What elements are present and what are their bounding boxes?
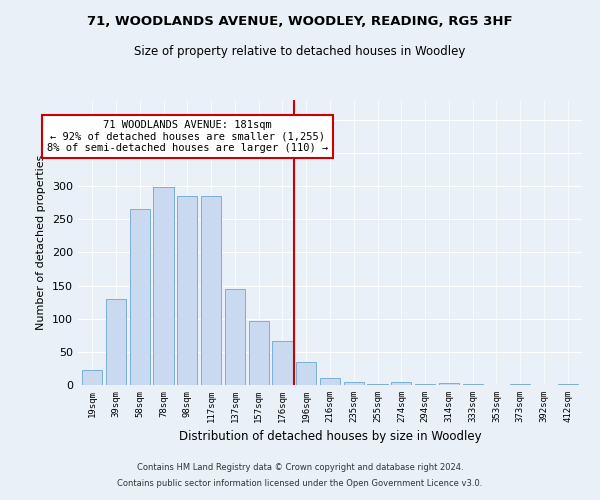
Bar bbox=[439, 383, 459, 385]
Text: 71 WOODLANDS AVENUE: 181sqm
← 92% of detached houses are smaller (1,255)
8% of s: 71 WOODLANDS AVENUE: 181sqm ← 92% of det… bbox=[47, 120, 328, 153]
Bar bbox=[154, 188, 173, 385]
Bar bbox=[415, 384, 435, 385]
Bar bbox=[130, 210, 150, 385]
Bar bbox=[272, 342, 293, 385]
Bar bbox=[557, 384, 578, 385]
Text: 71, WOODLANDS AVENUE, WOODLEY, READING, RG5 3HF: 71, WOODLANDS AVENUE, WOODLEY, READING, … bbox=[87, 15, 513, 28]
Text: Contains public sector information licensed under the Open Government Licence v3: Contains public sector information licen… bbox=[118, 478, 482, 488]
Bar bbox=[248, 320, 269, 385]
Bar bbox=[201, 196, 221, 385]
Bar bbox=[320, 378, 340, 385]
Bar bbox=[296, 362, 316, 385]
Bar bbox=[106, 299, 126, 385]
X-axis label: Distribution of detached houses by size in Woodley: Distribution of detached houses by size … bbox=[179, 430, 481, 444]
Y-axis label: Number of detached properties: Number of detached properties bbox=[37, 155, 46, 330]
Bar bbox=[463, 384, 483, 385]
Bar bbox=[344, 382, 364, 385]
Bar bbox=[510, 384, 530, 385]
Bar bbox=[82, 370, 103, 385]
Bar bbox=[367, 384, 388, 385]
Text: Size of property relative to detached houses in Woodley: Size of property relative to detached ho… bbox=[134, 45, 466, 58]
Bar bbox=[177, 196, 197, 385]
Bar bbox=[225, 289, 245, 385]
Bar bbox=[391, 382, 412, 385]
Text: Contains HM Land Registry data © Crown copyright and database right 2024.: Contains HM Land Registry data © Crown c… bbox=[137, 464, 463, 472]
